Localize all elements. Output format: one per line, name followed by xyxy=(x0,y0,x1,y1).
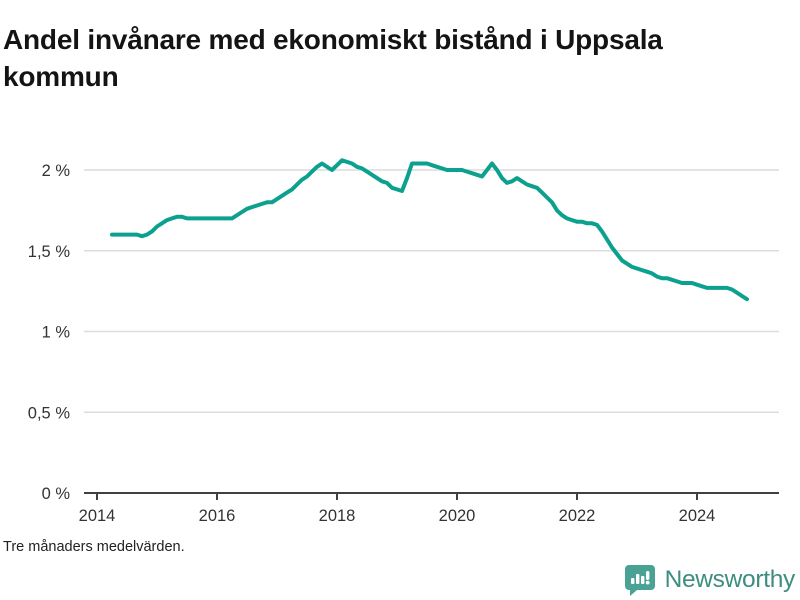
x-tick-label: 2024 xyxy=(679,507,716,525)
y-tick-label: 1,5 % xyxy=(28,243,71,261)
gridlines xyxy=(84,169,779,414)
x-tick-label: 2018 xyxy=(319,507,356,525)
y-tick-label: 2 % xyxy=(42,162,71,180)
newsworthy-wordmark: Newsworthy xyxy=(664,566,796,593)
y-tick-label: 0 % xyxy=(42,485,71,503)
x-tick-label: 2014 xyxy=(79,507,116,525)
data-series-line xyxy=(110,158,749,302)
y-tick-label: 0,5 % xyxy=(28,404,71,422)
x-tick-label: 2022 xyxy=(559,507,596,525)
x-tick-label: 2016 xyxy=(199,507,236,525)
y-tick-label: 1 % xyxy=(42,324,71,342)
x-tick-label: 2020 xyxy=(439,507,476,525)
chart-footnote: Tre månaders medelvärden. xyxy=(3,539,185,555)
x-axis xyxy=(84,492,779,500)
page-title: Andel invånare med ekonomiskt bistånd i … xyxy=(3,23,663,93)
axis-labels: 0 % 0,5 % 1 % 1,5 % 2 % 2014 2016 2018 2020 2022 2… xyxy=(28,162,716,525)
newsworthy-logo[interactable]: Newsworthy xyxy=(624,564,795,596)
bar-chart-speech-bubble-icon xyxy=(624,565,655,596)
